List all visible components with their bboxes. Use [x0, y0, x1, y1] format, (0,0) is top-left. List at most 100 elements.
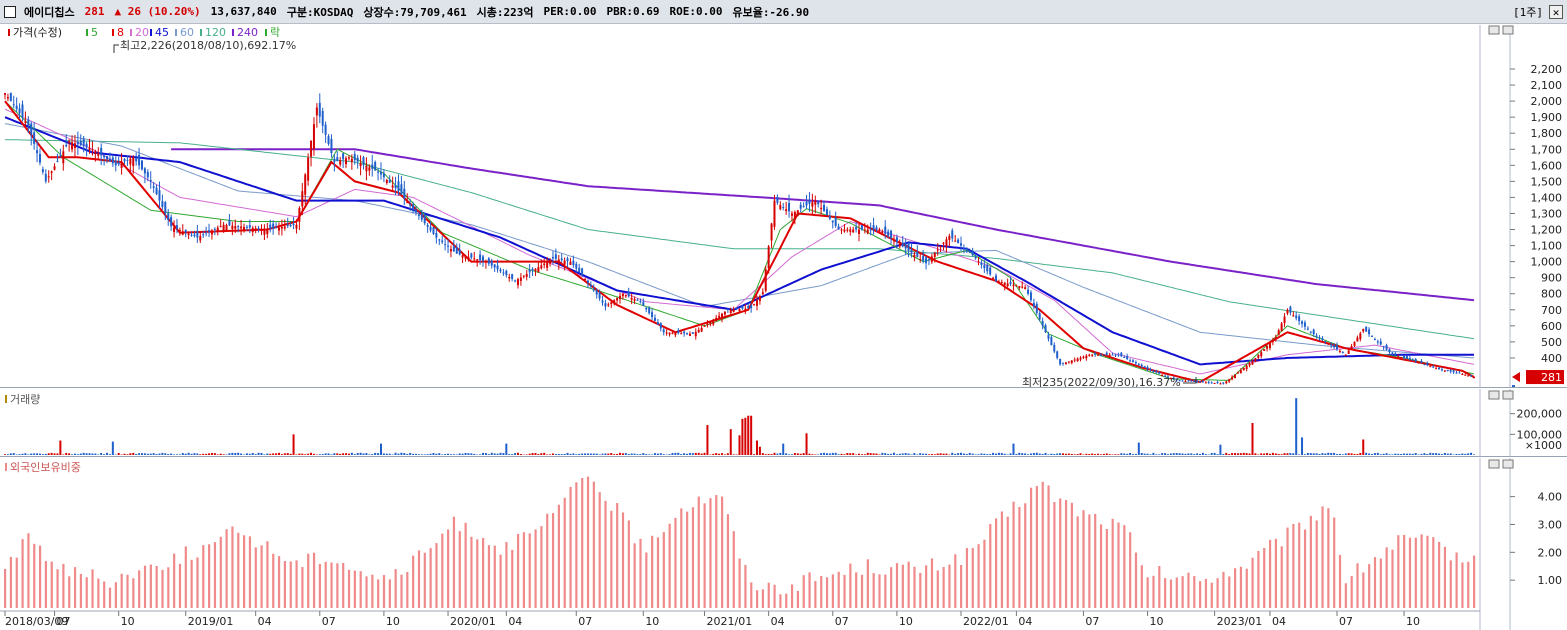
volume-bar	[1251, 422, 1254, 455]
volume-bar	[601, 453, 604, 455]
foreign-bar	[1303, 529, 1307, 608]
candle-body	[307, 157, 310, 181]
candle-body	[875, 227, 878, 230]
volume-bar	[33, 453, 36, 455]
volume-bar	[951, 452, 954, 455]
volume-bar	[318, 454, 321, 455]
volume-bar	[216, 454, 219, 455]
volume-bar	[27, 454, 30, 455]
foreign-bar	[1158, 566, 1161, 608]
moving-average-lines	[4, 100, 1475, 384]
candle-body	[79, 141, 82, 146]
candle-body	[449, 249, 452, 252]
candle-body	[1044, 325, 1047, 333]
volume-bar	[342, 453, 345, 455]
foreign-bar	[458, 531, 461, 608]
price-pane[interactable]: 2,200 2,100 2,000 1,900 1,800 1,700 1,600 1,500…	[0, 25, 1567, 388]
foreign-bar	[901, 564, 904, 608]
foreign-bar	[569, 486, 572, 608]
foreign-bar	[1379, 558, 1382, 608]
candle-body	[1047, 334, 1050, 339]
volume-bar	[834, 452, 837, 455]
volume-bar	[1076, 454, 1079, 455]
foreign-bar	[38, 545, 42, 608]
candle-body	[575, 263, 578, 269]
volume-bar	[1035, 452, 1038, 455]
volume-bar	[648, 454, 651, 455]
volume-bar	[414, 453, 417, 455]
foreign-bar	[178, 563, 182, 608]
candle-body	[406, 201, 409, 203]
candle-body	[680, 333, 683, 335]
volume-bar	[904, 453, 907, 455]
candle-body	[158, 190, 161, 201]
candle-body	[688, 333, 691, 336]
volume-bar	[939, 453, 942, 455]
volume-bar	[68, 453, 71, 455]
candle-body	[922, 255, 925, 262]
close-icon[interactable]: ✕	[1549, 5, 1563, 19]
candle-body	[38, 154, 41, 163]
volume-bar	[1064, 453, 1067, 455]
volume-bar	[744, 417, 747, 455]
legend-swatch	[86, 29, 88, 36]
candle-body	[135, 157, 138, 162]
volume-bar	[840, 453, 843, 455]
candle-body	[289, 225, 292, 227]
candle-body	[1120, 352, 1123, 357]
candle-body	[24, 121, 27, 123]
volume-bar	[1225, 452, 1228, 455]
volume-bar	[1155, 454, 1158, 455]
volume-bar	[36, 453, 39, 455]
candle-body	[755, 300, 758, 306]
candle-body	[484, 261, 487, 263]
volume-pane[interactable]: 거래량 200,000 100,000×1000	[0, 389, 1567, 457]
foreign-bar	[155, 565, 158, 608]
candle-body	[283, 226, 286, 229]
foreign-bar	[913, 566, 916, 608]
foreign-bar	[190, 559, 193, 608]
candle-body	[1368, 329, 1371, 335]
candle-body	[339, 160, 342, 165]
candle-body	[621, 293, 624, 297]
candle-body	[1158, 372, 1161, 374]
foreign-bar	[441, 533, 444, 608]
candle-body	[1199, 381, 1202, 383]
volume-bar	[828, 453, 831, 455]
volume-bar	[310, 452, 313, 455]
volume-bar	[971, 453, 974, 455]
candle-body	[1102, 354, 1105, 356]
volume-bar	[1038, 453, 1041, 455]
volume-bar	[674, 452, 677, 455]
legend-swatch	[265, 29, 267, 36]
candle-body	[578, 267, 581, 273]
volume-bar	[449, 454, 452, 455]
volume-bar	[155, 454, 158, 455]
period-label[interactable]: [1주]	[1513, 6, 1543, 19]
candle-body	[336, 157, 339, 162]
foreign-bar	[948, 564, 951, 608]
foreign-bar	[954, 554, 957, 608]
volume-bar	[368, 454, 371, 455]
volume-bar	[910, 454, 913, 455]
volume-bar	[1032, 453, 1035, 455]
foreign-bar	[353, 570, 356, 608]
volume-bar	[1134, 453, 1137, 455]
volume-bar	[1461, 453, 1464, 455]
volume-bar	[584, 453, 587, 455]
select-checkbox[interactable]	[4, 5, 16, 18]
candle-body	[199, 236, 202, 241]
candle-body	[820, 207, 823, 210]
candle-body	[546, 261, 549, 268]
candle-body	[231, 225, 234, 229]
foreign-bar	[1385, 547, 1388, 608]
volume-bar	[1070, 453, 1073, 455]
volume-bar	[820, 453, 823, 455]
volume-bar	[1309, 453, 1312, 455]
volume-bar	[505, 443, 508, 455]
volume-bar	[729, 429, 732, 455]
candle-body	[330, 138, 333, 154]
volume-bar	[785, 453, 788, 455]
candle-body	[1131, 360, 1134, 362]
